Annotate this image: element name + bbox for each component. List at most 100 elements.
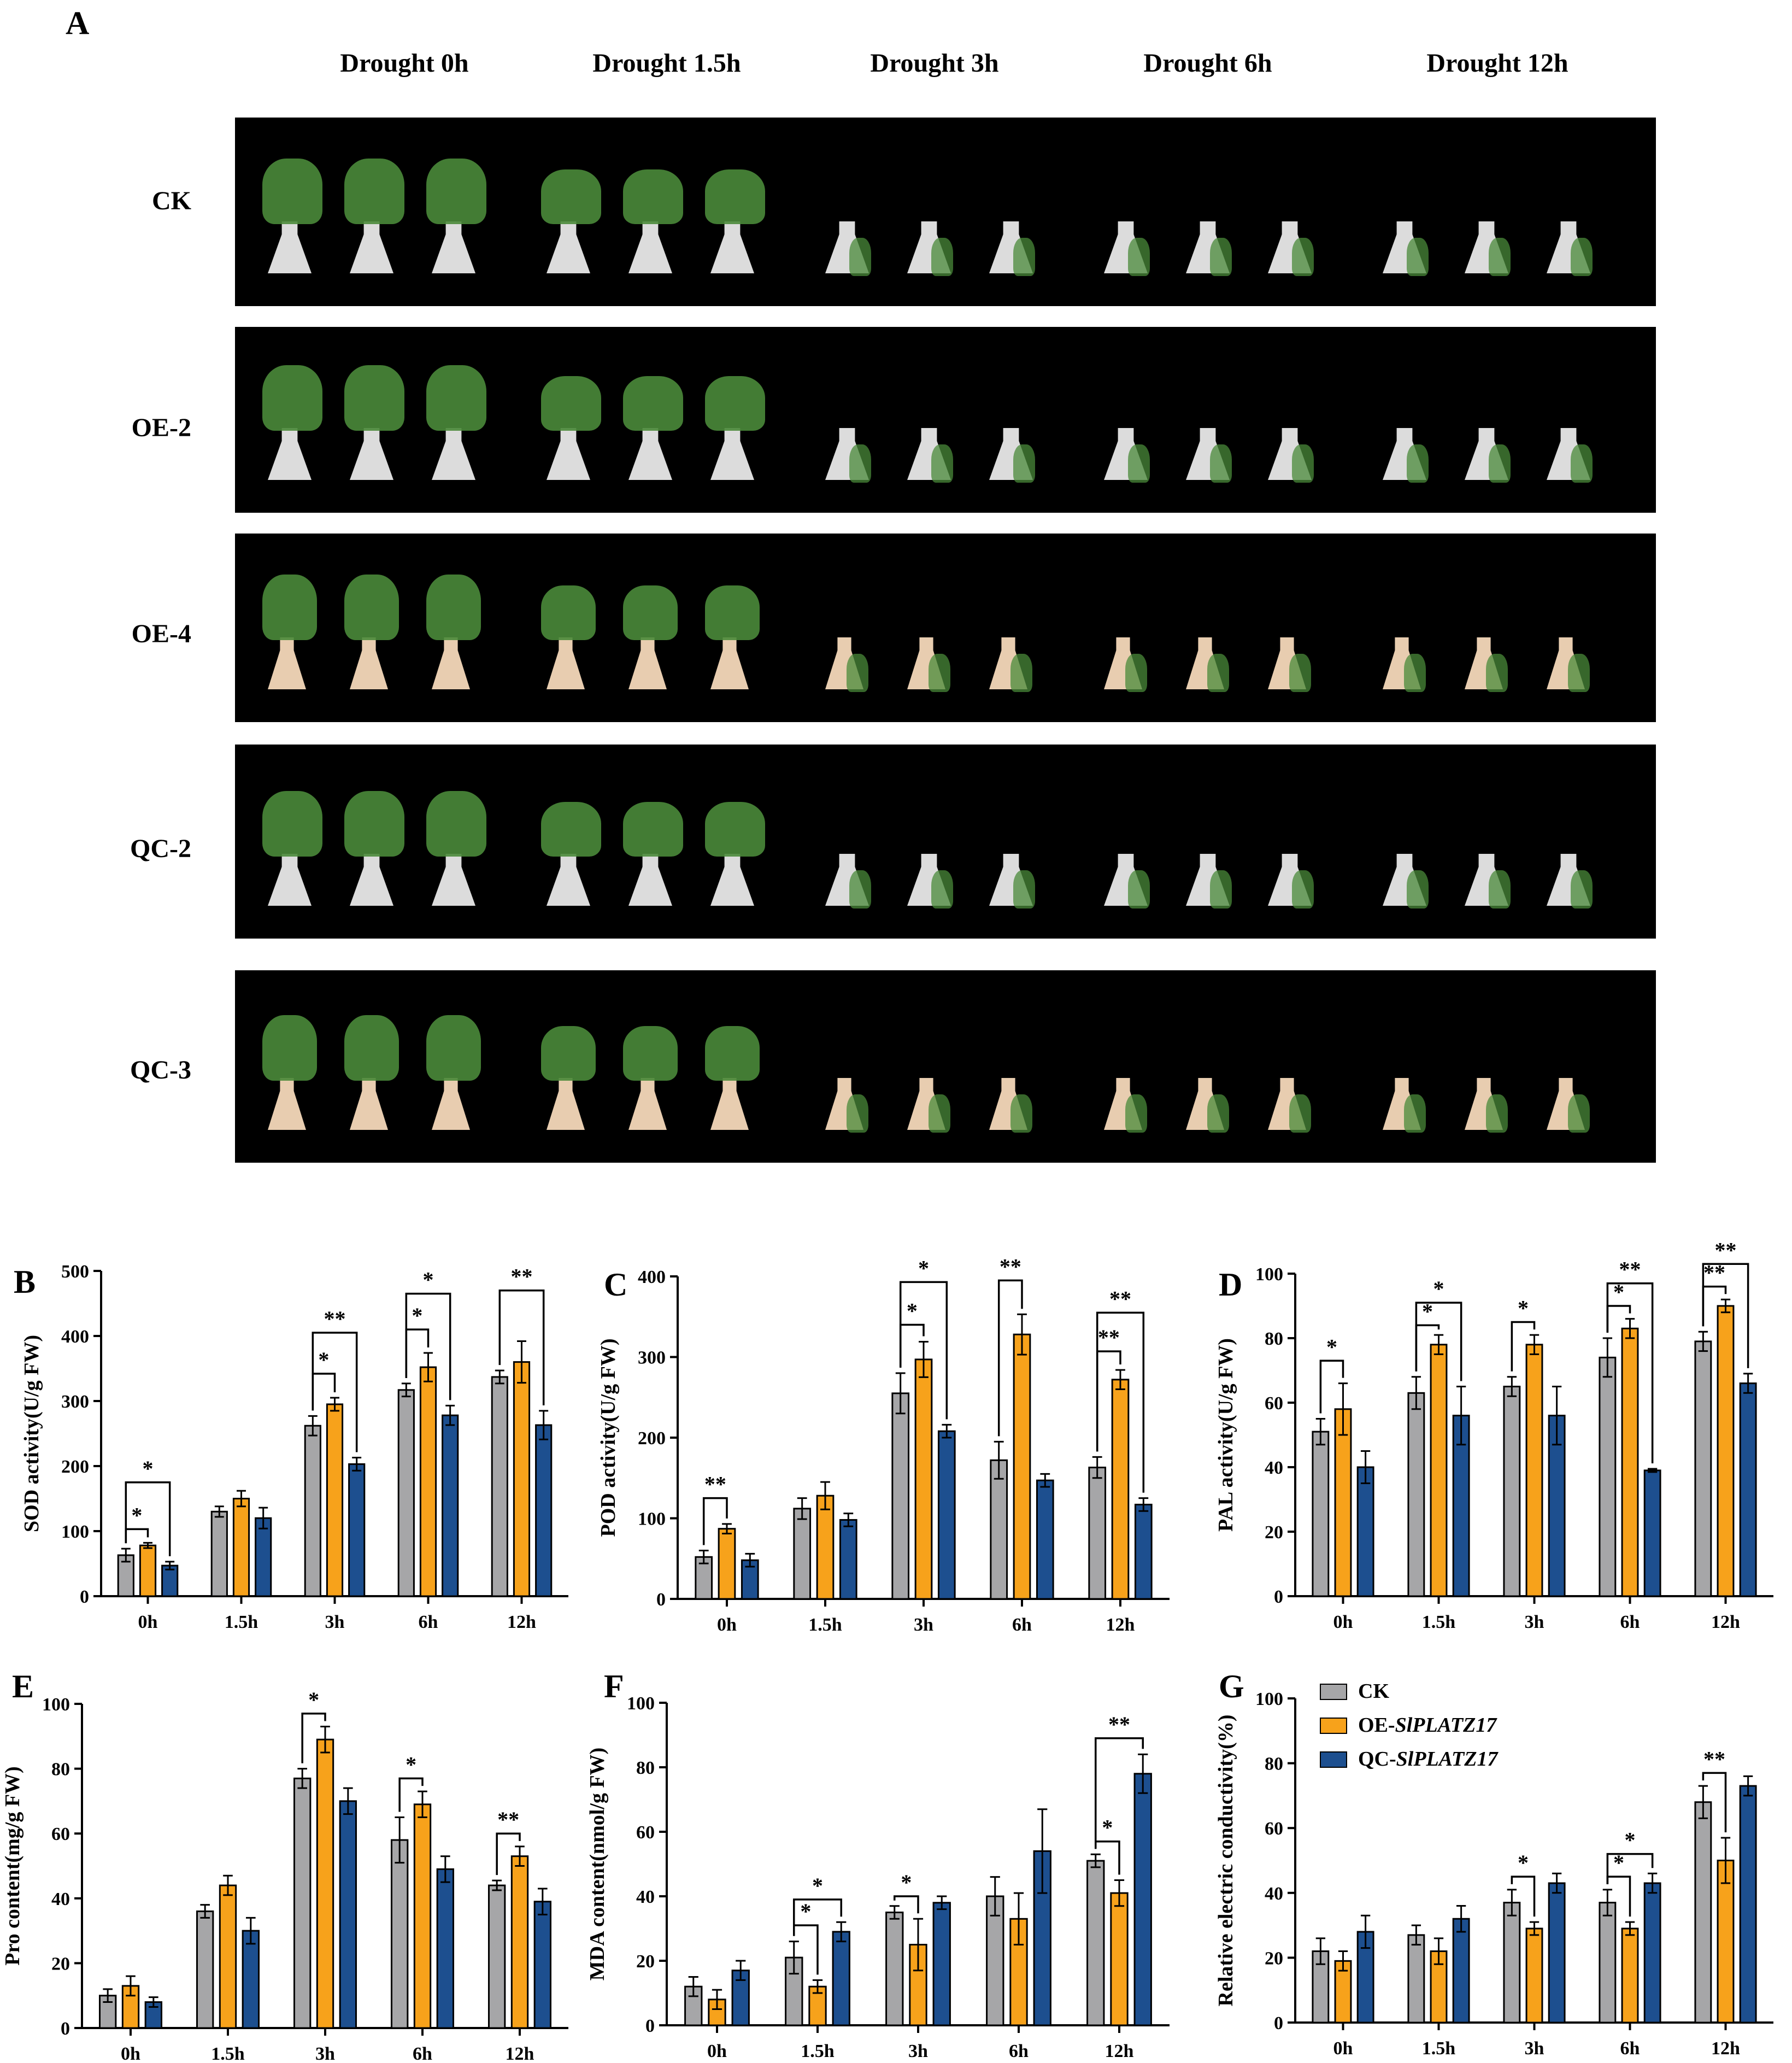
x-tick-label: 0h (1333, 1612, 1353, 1632)
y-tick-label: 80 (1265, 1329, 1283, 1349)
legend: CK OE-SlPLATZ17 QC-SlPLATZ17 (1320, 1678, 1500, 1787)
bar-ck-0h (1312, 1431, 1330, 1597)
bar-oe-slplatz17-6h (1013, 1333, 1031, 1600)
plant-foliage (705, 585, 760, 640)
plant-foliage (344, 791, 404, 857)
significance-label: ** (511, 1264, 533, 1289)
significance-bracket (1702, 1263, 1749, 1368)
significance-bracket (793, 1898, 842, 1936)
plant-foliage (623, 376, 683, 431)
significance-bracket (1415, 1302, 1462, 1381)
significance-label: * (412, 1303, 422, 1328)
bar-qc-slplatz17-6h (1643, 1469, 1661, 1597)
x-tick-label: 12h (1106, 1615, 1135, 1635)
panel-letter-f: F (604, 1668, 624, 1704)
y-tick-label: 0 (656, 1590, 666, 1610)
plant-foliage (344, 159, 404, 224)
x-tick-label: 3h (315, 2044, 335, 2063)
y-tick-label: 200 (61, 1457, 89, 1477)
bar-ck-12h (1694, 1801, 1712, 2024)
bar-oe-slplatz17-12h (1717, 1860, 1735, 2024)
bar-qc-slplatz17-6h (442, 1414, 459, 1597)
bar-qc-slplatz17-3h (1548, 1415, 1566, 1597)
y-tick-label: 60 (636, 1822, 655, 1843)
legend-swatch-ck (1320, 1684, 1347, 1700)
significance-label: ** (1703, 1746, 1725, 1771)
legend-qc-prefix: QC- (1358, 1748, 1396, 1771)
plant-foliage (1125, 1094, 1147, 1133)
plant-foliage (849, 238, 871, 276)
plant-foliage (623, 1026, 678, 1081)
x-tick-label: 12h (1711, 2038, 1740, 2059)
x-tick-label: 0h (707, 2041, 727, 2061)
y-tick-label: 80 (1265, 1754, 1283, 1774)
significance-bracket (702, 1497, 728, 1545)
plant-foliage (1571, 238, 1593, 276)
plant-foliage (1013, 444, 1035, 483)
bar-ck-12h (1086, 1860, 1105, 2026)
panel-letter-c: C (604, 1267, 627, 1303)
plant-foliage (1210, 238, 1232, 276)
y-tick-label: 20 (1265, 1522, 1283, 1543)
y-tick-label: 0 (80, 1587, 89, 1607)
plant-foliage (262, 575, 317, 640)
significance-label: ** (1108, 1712, 1130, 1737)
column-header-drought-12h: Drought 12h (1426, 49, 1568, 78)
significance-label: * (907, 1299, 918, 1323)
bar-ck-1-5h (1407, 1392, 1425, 1597)
plant-foliage (705, 802, 765, 857)
plant-foliage (541, 585, 596, 640)
bar-qc-slplatz17-3h (932, 1902, 951, 2026)
y-tick-label: 100 (61, 1522, 89, 1542)
photo-strip-ck (235, 118, 1656, 306)
bar-ck-6h (1599, 1902, 1617, 2024)
y-tick-label: 0 (1274, 2013, 1283, 2033)
plant-foliage (623, 802, 683, 857)
plant-foliage (705, 169, 765, 224)
plant-foliage (262, 365, 322, 431)
row-label-qc-2: QC-2 (130, 834, 191, 863)
plant-foliage (1489, 870, 1511, 909)
significance-label: ** (1715, 1238, 1737, 1262)
significance-label: ** (497, 1807, 519, 1832)
x-tick-label: 0h (1333, 2038, 1353, 2059)
significance-bracket (1096, 1311, 1145, 1493)
x-tick-label: 3h (908, 2041, 928, 2061)
plant-foliage (1128, 444, 1150, 483)
bar-oe-slplatz17-0h (139, 1544, 157, 1597)
x-tick-label: 6h (1009, 2041, 1029, 2061)
panel-a-letter: A (66, 5, 90, 41)
bar-ck-1-5h (196, 1910, 214, 2029)
y-tick-label: 100 (627, 1693, 655, 1714)
significance-bracket (405, 1292, 451, 1400)
bar-ck-6h (1599, 1356, 1617, 1597)
significance-label: ** (1000, 1254, 1021, 1279)
x-tick-label: 1.5h (225, 1612, 258, 1632)
significance-label: * (901, 1870, 912, 1895)
bar-oe-slplatz17-6h (1621, 1927, 1639, 2024)
plant-foliage (344, 1015, 399, 1081)
plant-foliage (849, 870, 871, 909)
plant-foliage (623, 585, 678, 640)
panel-letter-b: B (14, 1264, 36, 1300)
y-tick-label: 60 (1265, 1393, 1283, 1414)
x-tick-label: 6h (419, 1612, 438, 1632)
legend-label-qc: QC-SlPLATZ17 (1358, 1747, 1497, 1771)
y-tick-label: 100 (1255, 1689, 1283, 1709)
bar-ck-1-5h (210, 1510, 228, 1597)
significance-bracket (1606, 1853, 1654, 1884)
bar-ck-3h (293, 1777, 312, 2029)
plant-foliage (344, 365, 404, 431)
x-tick-label: 3h (1525, 1612, 1544, 1632)
bar-ck-1-5h (1407, 1934, 1425, 2024)
y-tick-label: 0 (645, 2016, 655, 2036)
significance-label: * (1625, 1828, 1636, 1853)
bar-qc-slplatz17-12h (1739, 1785, 1757, 2024)
significance-label: ** (1109, 1286, 1131, 1311)
significance-bracket (1319, 1359, 1344, 1414)
plant-foliage (846, 1094, 868, 1133)
legend-swatch-qc (1320, 1751, 1347, 1768)
significance-label: * (308, 1687, 319, 1712)
plant-foliage (1292, 238, 1314, 276)
significance-bracket (301, 1713, 326, 1763)
